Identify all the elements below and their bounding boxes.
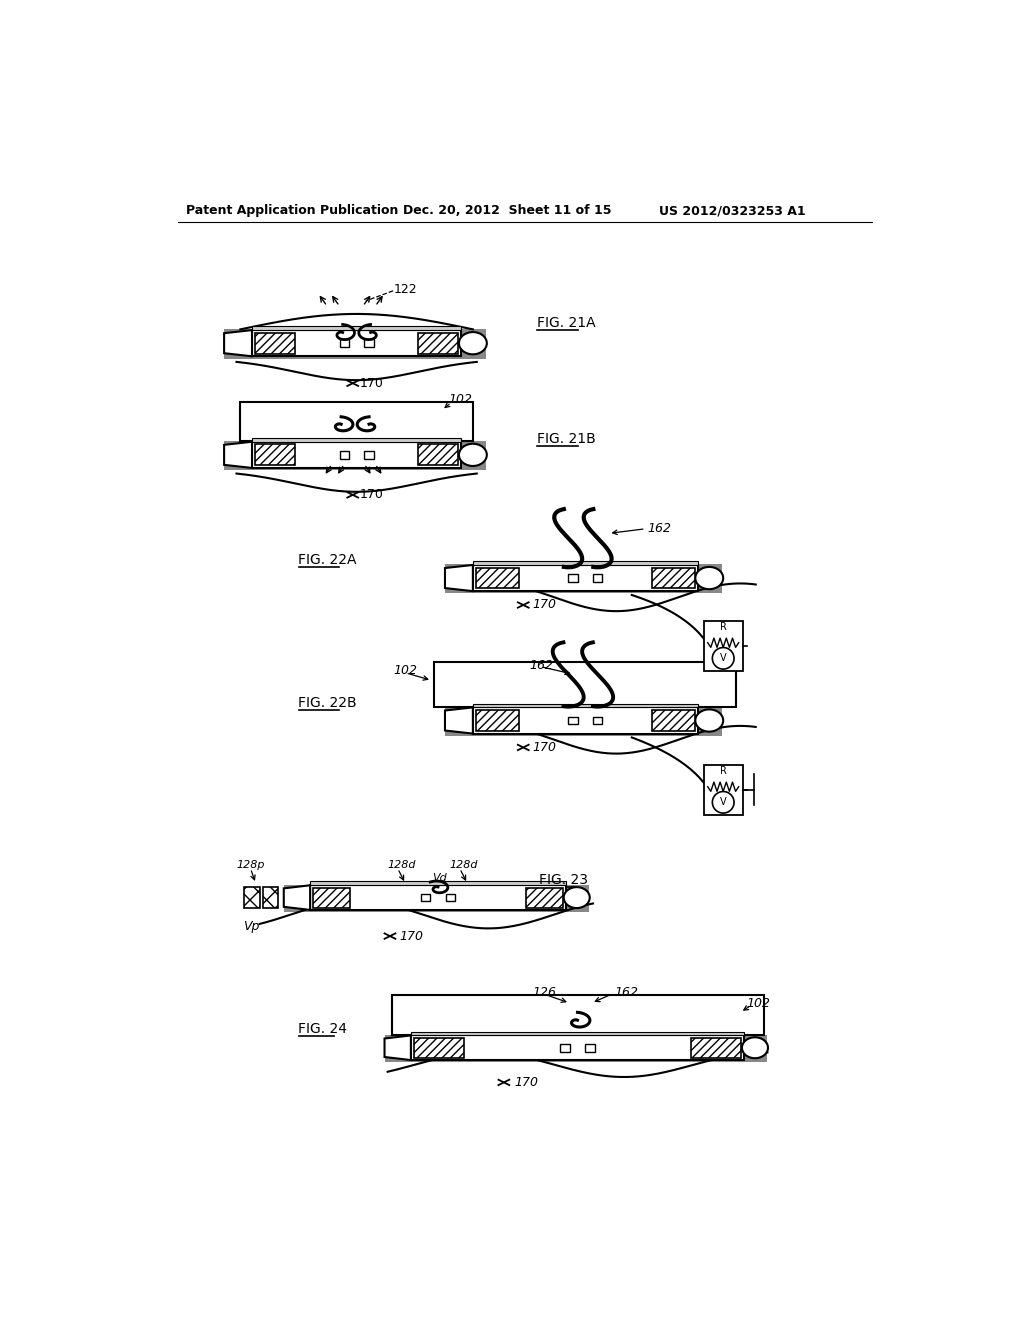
Text: R: R bbox=[720, 622, 727, 632]
Text: 170: 170 bbox=[532, 598, 557, 611]
Text: V: V bbox=[720, 797, 726, 808]
Text: Vp: Vp bbox=[243, 920, 259, 933]
Bar bbox=[365, 339, 374, 347]
Bar bbox=[652, 568, 694, 589]
Bar bbox=[473, 561, 697, 565]
Text: 170: 170 bbox=[399, 929, 423, 942]
Bar bbox=[385, 1035, 767, 1063]
Ellipse shape bbox=[695, 709, 723, 731]
Ellipse shape bbox=[459, 444, 486, 466]
Ellipse shape bbox=[459, 333, 486, 354]
Bar bbox=[568, 717, 578, 725]
Text: 170: 170 bbox=[359, 488, 384, 502]
Polygon shape bbox=[385, 1035, 411, 1060]
Bar bbox=[340, 451, 349, 459]
Text: FIG. 22B: FIG. 22B bbox=[299, 696, 357, 710]
Text: V: V bbox=[720, 653, 726, 664]
Polygon shape bbox=[284, 886, 310, 909]
Text: FIG. 21A: FIG. 21A bbox=[538, 317, 596, 330]
Text: 102: 102 bbox=[449, 393, 472, 407]
Text: 126: 126 bbox=[532, 986, 557, 999]
Bar bbox=[255, 333, 295, 354]
Text: 170: 170 bbox=[514, 1076, 538, 1089]
Bar bbox=[313, 887, 350, 908]
Bar bbox=[568, 574, 578, 582]
Bar bbox=[476, 710, 518, 731]
Bar bbox=[224, 330, 486, 359]
Bar bbox=[703, 764, 742, 814]
Text: 170: 170 bbox=[359, 376, 384, 389]
Bar bbox=[421, 894, 430, 902]
Bar bbox=[445, 706, 722, 737]
Bar bbox=[418, 333, 458, 354]
Bar bbox=[593, 574, 602, 582]
Bar bbox=[414, 1038, 464, 1057]
Text: FIG. 22A: FIG. 22A bbox=[299, 553, 357, 568]
Bar bbox=[593, 717, 602, 725]
Bar bbox=[690, 1038, 741, 1057]
Text: Vd: Vd bbox=[432, 873, 446, 883]
Text: 128p: 128p bbox=[237, 861, 265, 870]
Bar bbox=[476, 568, 518, 589]
Text: US 2012/0323253 A1: US 2012/0323253 A1 bbox=[658, 205, 806, 218]
Bar bbox=[473, 565, 697, 591]
Ellipse shape bbox=[695, 566, 723, 589]
Text: 102: 102 bbox=[393, 664, 417, 677]
Bar bbox=[411, 1032, 744, 1035]
Bar bbox=[284, 884, 589, 912]
Text: 102: 102 bbox=[746, 997, 770, 1010]
Bar bbox=[586, 1044, 595, 1052]
Text: 170: 170 bbox=[532, 741, 557, 754]
Bar bbox=[434, 663, 736, 706]
Bar bbox=[703, 620, 742, 671]
Text: FIG. 21B: FIG. 21B bbox=[538, 432, 596, 446]
Bar bbox=[224, 441, 486, 470]
Text: 128d: 128d bbox=[450, 861, 478, 870]
Text: Patent Application Publication: Patent Application Publication bbox=[186, 205, 398, 218]
Bar bbox=[473, 708, 697, 734]
Bar bbox=[252, 326, 461, 330]
Ellipse shape bbox=[742, 1038, 768, 1059]
Text: 162: 162 bbox=[529, 659, 553, 672]
Text: 162: 162 bbox=[614, 986, 639, 999]
Bar bbox=[252, 330, 461, 356]
Bar bbox=[411, 1035, 744, 1060]
Bar bbox=[445, 894, 455, 902]
Bar bbox=[245, 887, 260, 908]
Bar bbox=[445, 564, 722, 594]
Bar bbox=[560, 1044, 569, 1052]
Polygon shape bbox=[445, 565, 473, 591]
Polygon shape bbox=[445, 708, 473, 734]
Ellipse shape bbox=[563, 887, 590, 908]
Polygon shape bbox=[224, 442, 252, 469]
Bar bbox=[310, 886, 566, 909]
Bar bbox=[340, 339, 349, 347]
Text: FIG. 23: FIG. 23 bbox=[539, 873, 588, 887]
Text: R: R bbox=[720, 766, 727, 776]
Bar bbox=[252, 442, 461, 469]
Bar bbox=[391, 995, 764, 1035]
Bar bbox=[252, 438, 461, 442]
Bar bbox=[365, 451, 374, 459]
Text: FIG. 24: FIG. 24 bbox=[299, 1022, 347, 1036]
Polygon shape bbox=[224, 330, 252, 356]
Text: 122: 122 bbox=[394, 282, 418, 296]
Bar bbox=[418, 445, 458, 465]
Text: Dec. 20, 2012  Sheet 11 of 15: Dec. 20, 2012 Sheet 11 of 15 bbox=[403, 205, 611, 218]
Text: 128d: 128d bbox=[388, 861, 416, 870]
Text: 162: 162 bbox=[647, 521, 672, 535]
Bar bbox=[241, 403, 473, 441]
Bar bbox=[310, 882, 566, 886]
Bar bbox=[473, 704, 697, 708]
Bar bbox=[525, 887, 563, 908]
Bar bbox=[255, 445, 295, 465]
Bar bbox=[652, 710, 694, 731]
Bar bbox=[263, 887, 279, 908]
